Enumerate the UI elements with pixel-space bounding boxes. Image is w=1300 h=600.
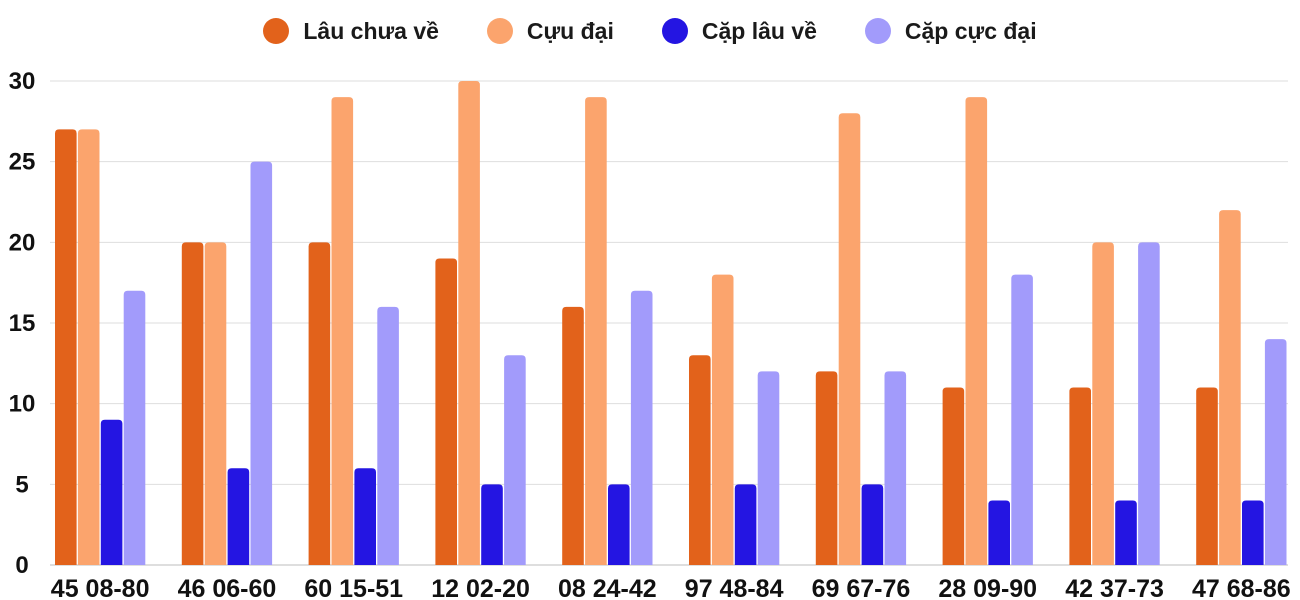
legend-item-cap-cuc-dai[interactable]: Cặp cực đại xyxy=(864,17,1037,45)
bar-60-15-51-series-3[interactable] xyxy=(377,306,399,565)
legend-swatch-cuu-dai xyxy=(486,18,513,44)
bar-45-08-80-series-2[interactable] xyxy=(100,419,123,565)
y-tick-label: 20 xyxy=(9,229,36,256)
bar-12-02-20-series-1[interactable] xyxy=(458,81,480,565)
x-category-label: 97 48-84 xyxy=(685,575,784,600)
legend-item-lau-chua-ve[interactable]: Lâu chưa về xyxy=(263,18,439,45)
bar-42-37-73-series-2[interactable] xyxy=(1115,500,1137,565)
bar-69-67-76-series-2[interactable] xyxy=(861,484,884,565)
bar-60-15-51-series-0[interactable] xyxy=(308,242,331,566)
legend-label-cap-lau-ve: Cặp lâu về xyxy=(701,17,817,44)
bar-97-48-84-series-3[interactable] xyxy=(757,371,780,565)
bar-28-09-90-series-2[interactable] xyxy=(988,500,1010,565)
x-category-label: 28 09-90 xyxy=(938,575,1037,600)
bar-60-15-51-series-1[interactable] xyxy=(331,97,354,565)
bar-12-02-20-series-0[interactable] xyxy=(435,258,457,565)
x-category-label: 47 68-86 xyxy=(1192,575,1291,600)
y-tick-label: 0 xyxy=(15,552,28,579)
bar-42-37-73-series-3[interactable] xyxy=(1138,242,1160,566)
x-category-label: 42 37-73 xyxy=(1065,575,1164,600)
bar-97-48-84-series-1[interactable] xyxy=(711,274,734,565)
y-tick-label: 30 xyxy=(9,68,36,95)
bar-12-02-20-series-2[interactable] xyxy=(481,484,503,565)
legend-label-lau-chua-ve: Lâu chưa về xyxy=(303,17,439,44)
bar-69-67-76-series-3[interactable] xyxy=(884,371,907,565)
bar-47-68-86-series-3[interactable] xyxy=(1264,339,1287,565)
bar-46-06-60-series-3[interactable] xyxy=(250,161,273,565)
legend-swatch-lau-chua-ve xyxy=(263,18,290,44)
bar-45-08-80-series-1[interactable] xyxy=(77,129,100,565)
x-axis-labels: 45 08-80 46 06-60 60 15-51 12 02-20 08 24-42… xyxy=(51,575,1291,600)
legend-item-cuu-dai[interactable]: Cựu đại xyxy=(486,17,614,45)
bar-69-67-76-series-1[interactable] xyxy=(838,113,861,566)
bars xyxy=(55,81,1287,566)
legend-swatch-cap-lau-ve xyxy=(661,18,688,44)
x-category-label: 46 06-60 xyxy=(178,575,277,600)
legend-label-cuu-dai: Cựu đại xyxy=(526,17,614,44)
bar-42-37-73-series-1[interactable] xyxy=(1092,242,1114,566)
bar-12-02-20-series-3[interactable] xyxy=(504,355,526,565)
y-tick-label: 15 xyxy=(9,310,36,337)
bar-46-06-60-series-1[interactable] xyxy=(204,242,227,566)
bar-46-06-60-series-0[interactable] xyxy=(181,242,204,566)
x-category-label: 08 24-42 xyxy=(558,575,657,600)
bar-60-15-51-series-2[interactable] xyxy=(354,468,376,565)
bar-47-68-86-series-2[interactable] xyxy=(1242,500,1264,565)
bar-08-24-42-series-1[interactable] xyxy=(585,97,607,565)
x-category-label: 69 67-76 xyxy=(812,575,911,600)
x-category-label: 12 02-20 xyxy=(431,575,530,600)
y-tick-label: 25 xyxy=(9,149,36,176)
bar-08-24-42-series-3[interactable] xyxy=(630,290,653,565)
y-tick-label: 10 xyxy=(9,391,36,418)
bar-47-68-86-series-1[interactable] xyxy=(1219,210,1241,566)
bar-28-09-90-series-0[interactable] xyxy=(942,387,965,565)
bar-45-08-80-series-0[interactable] xyxy=(55,129,77,565)
bar-08-24-42-series-0[interactable] xyxy=(562,306,584,565)
y-tick-label: 5 xyxy=(15,471,28,498)
bar-97-48-84-series-2[interactable] xyxy=(734,484,757,565)
bar-46-06-60-series-2[interactable] xyxy=(227,468,250,565)
bar-42-37-73-series-0[interactable] xyxy=(1069,387,1091,565)
bar-28-09-90-series-3[interactable] xyxy=(1011,274,1033,565)
bar-69-67-76-series-0[interactable] xyxy=(815,371,838,565)
legend-swatch-cap-cuc-dai xyxy=(864,18,891,44)
legend-item-cap-lau-ve[interactable]: Cặp lâu về xyxy=(661,17,817,45)
legend-label-cap-cuc-dai: Cặp cực đại xyxy=(904,17,1037,44)
bar-97-48-84-series-0[interactable] xyxy=(689,355,711,565)
bar-08-24-42-series-2[interactable] xyxy=(608,484,630,565)
chart-legend: Lâu chưa về Cựu đại Cặp lâu về Cặp cực đ… xyxy=(0,10,1300,52)
x-category-label: 60 15-51 xyxy=(304,575,403,600)
bar-28-09-90-series-1[interactable] xyxy=(965,97,988,565)
x-category-label: 45 08-80 xyxy=(51,575,150,600)
bar-45-08-80-series-3[interactable] xyxy=(123,290,146,565)
bar-47-68-86-series-0[interactable] xyxy=(1196,387,1218,565)
y-axis-ticks: 0 5 10 15 20 25 30 xyxy=(9,68,36,579)
